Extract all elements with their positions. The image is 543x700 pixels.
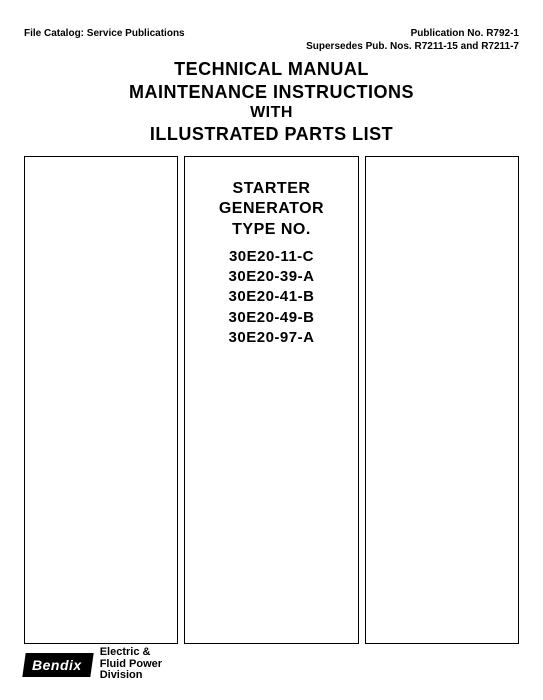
- publication-meta: Publication No. R792-1 Supersedes Pub. N…: [306, 28, 519, 52]
- division-line-3: Division: [100, 670, 162, 682]
- supersedes-label: Supersedes Pub. Nos.: [306, 41, 412, 52]
- brand-logo: Bendix: [22, 653, 93, 677]
- title-block: TECHNICAL MANUAL MAINTENANCE INSTRUCTION…: [24, 58, 519, 146]
- type-number: 30E20-49-B: [195, 308, 347, 328]
- type-number: 30E20-39-A: [195, 267, 347, 287]
- page: File Catalog: Service Publications Publi…: [0, 0, 543, 700]
- center-heading-line-3: TYPE NO.: [195, 220, 347, 241]
- publication-number-value: R792-1: [486, 28, 519, 39]
- type-number-list: 30E20-11-C 30E20-39-A 30E20-41-B 30E20-4…: [195, 247, 347, 348]
- center-heading: STARTER GENERATOR TYPE NO.: [195, 179, 347, 241]
- footer: Bendix Electric & Fluid Power Division: [24, 647, 162, 682]
- title-line-4: ILLUSTRATED PARTS LIST: [24, 123, 519, 146]
- publication-number-label: Publication No.: [411, 28, 484, 39]
- file-catalog: File Catalog: Service Publications: [24, 28, 185, 39]
- brand-logo-text: Bendix: [32, 657, 82, 673]
- center-heading-line-1: STARTER: [195, 179, 347, 200]
- file-catalog-value: Service Publications: [87, 28, 185, 39]
- supersedes: Supersedes Pub. Nos. R7211-15 and R7211-…: [306, 41, 519, 52]
- title-line-1: TECHNICAL MANUAL: [24, 58, 519, 81]
- panel-left: [24, 156, 178, 644]
- file-catalog-label: File Catalog:: [24, 28, 84, 39]
- panel-right: [365, 156, 519, 644]
- title-line-2: MAINTENANCE INSTRUCTIONS: [24, 81, 519, 104]
- center-heading-line-2: GENERATOR: [195, 199, 347, 220]
- type-number: 30E20-41-B: [195, 287, 347, 307]
- title-line-3: WITH: [24, 103, 519, 123]
- panels-row: STARTER GENERATOR TYPE NO. 30E20-11-C 30…: [24, 156, 519, 644]
- supersedes-value: R7211-15 and R7211-7: [414, 41, 519, 52]
- panel-center: STARTER GENERATOR TYPE NO. 30E20-11-C 30…: [184, 156, 358, 644]
- division-text: Electric & Fluid Power Division: [100, 647, 162, 682]
- type-number: 30E20-11-C: [195, 247, 347, 267]
- type-number: 30E20-97-A: [195, 328, 347, 348]
- meta-row: File Catalog: Service Publications Publi…: [24, 28, 519, 52]
- publication-number: Publication No. R792-1: [306, 28, 519, 39]
